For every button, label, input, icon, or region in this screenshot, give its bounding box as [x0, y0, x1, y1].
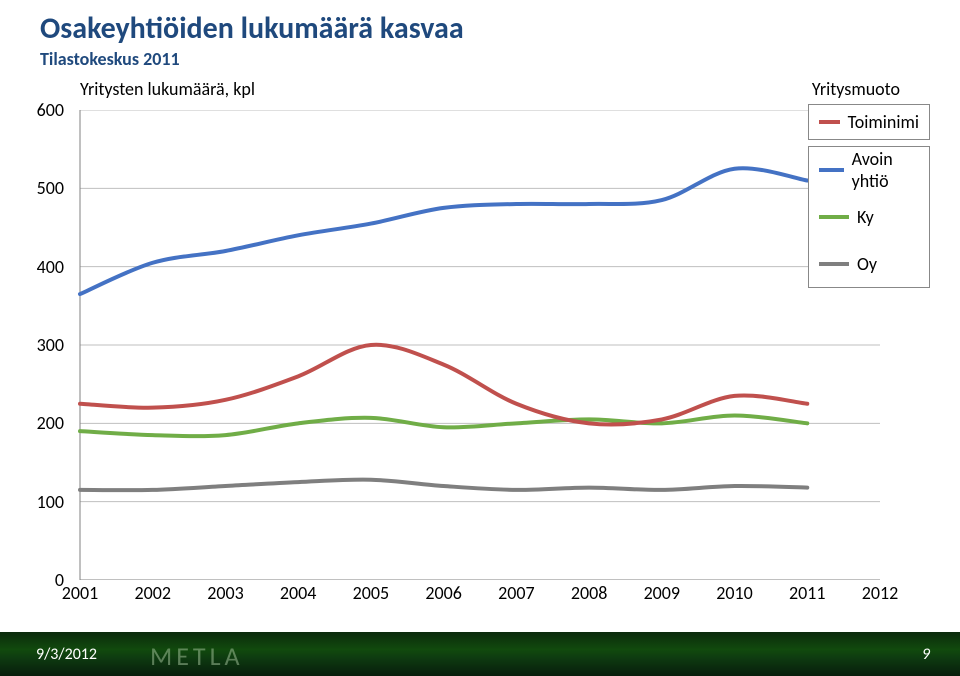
y-tick-label: 500 [14, 177, 64, 199]
x-tick-label: 2002 [134, 582, 171, 604]
x-tick-label: 2008 [571, 582, 608, 604]
legend-box-top: Toiminimi [808, 104, 930, 140]
y-tick-label: 200 [14, 412, 64, 434]
x-tick-label: 2011 [789, 582, 826, 604]
x-tick-label: 2012 [862, 582, 899, 604]
legend-label: Oy [857, 253, 877, 275]
legend-label: Ky [857, 206, 874, 228]
y-tick-label: 300 [14, 334, 64, 356]
y-tick-label: 600 [14, 99, 64, 121]
chart-svg [70, 110, 890, 580]
y-tick-label: 400 [14, 256, 64, 278]
legend-box-bottom: Avoin yhtiö Ky Oy [808, 146, 930, 288]
y-tick-label: 100 [14, 491, 64, 513]
x-tick-label: 2001 [62, 582, 99, 604]
x-tick-label: 2006 [425, 582, 462, 604]
x-tick-label: 2009 [644, 582, 681, 604]
line-chart: 0100200300400500600 20012002200320042005… [70, 110, 890, 580]
y-tick-label: 0 [14, 569, 64, 591]
legend-swatch [819, 168, 844, 172]
legend-item: Toiminimi [809, 105, 929, 139]
slide: Osakeyhtiöiden lukumäärä kasvaa Tilastok… [0, 0, 960, 676]
x-tick-label: 2007 [498, 582, 535, 604]
y-axis-label: Yritysten lukumäärä, kpl [80, 78, 255, 100]
legend-label: Avoin yhtiö [852, 148, 919, 192]
legend-swatch [819, 262, 849, 266]
footer-logo: METLA [150, 640, 244, 672]
slide-title: Osakeyhtiöiden lukumäärä kasvaa [40, 10, 464, 47]
legend-swatch [819, 215, 849, 219]
legend-title: Yritysmuoto [812, 78, 900, 100]
legend-item: Avoin yhtiö [809, 147, 929, 194]
legend-swatch [819, 120, 840, 124]
x-tick-label: 2003 [207, 582, 244, 604]
x-tick-label: 2010 [716, 582, 753, 604]
x-tick-label: 2005 [353, 582, 390, 604]
legend-label: Toiminimi [848, 111, 919, 133]
x-tick-label: 2004 [280, 582, 317, 604]
slide-subtitle: Tilastokeskus 2011 [40, 48, 180, 70]
legend-item: Ky [809, 194, 929, 241]
footer-page-number: 9 [922, 645, 930, 664]
footer-date: 9/3/2012 [36, 645, 97, 664]
footer-bar [0, 632, 960, 676]
legend-item: Oy [809, 240, 929, 287]
